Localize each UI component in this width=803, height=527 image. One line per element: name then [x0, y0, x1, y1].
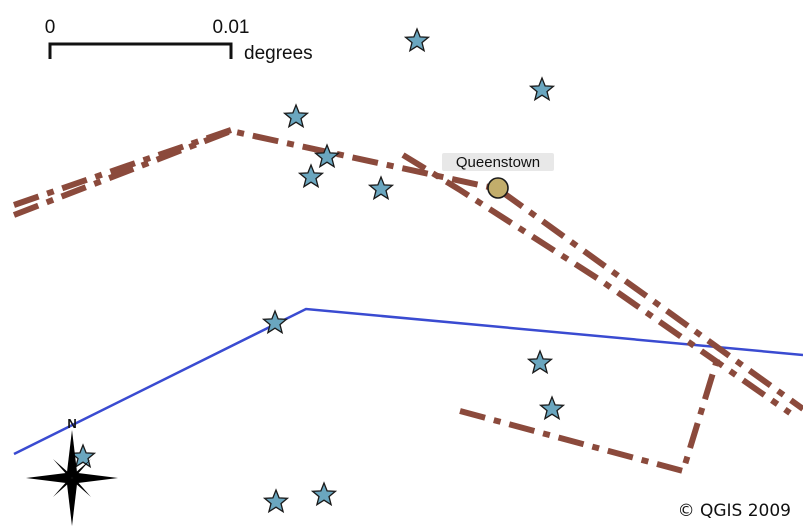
- road-northeast: [401, 152, 792, 416]
- compass-rose-icon: N: [26, 416, 118, 526]
- star-icon[interactable]: [529, 77, 555, 101]
- poi-stars: [70, 28, 565, 513]
- road-main: [12, 128, 803, 412]
- copyright-text: © QGIS 2009: [677, 501, 791, 521]
- star-icon[interactable]: [263, 489, 289, 513]
- scale-unit-label: degrees: [244, 43, 313, 64]
- scale-end-label: 0.01: [213, 17, 250, 38]
- star-icon[interactable]: [539, 396, 565, 420]
- star-icon[interactable]: [298, 164, 324, 188]
- roads-layer: [12, 127, 803, 474]
- star-icon[interactable]: [404, 28, 430, 52]
- road-upper-left: [13, 127, 232, 208]
- scale-bar-line: [48, 42, 233, 59]
- north-label: N: [67, 416, 76, 431]
- star-icon[interactable]: [368, 176, 394, 200]
- circle-point-icon[interactable]: [487, 177, 509, 199]
- scale-start-label: 0: [45, 17, 56, 38]
- star-icon[interactable]: [527, 350, 553, 374]
- town-label: Queenstown: [456, 154, 540, 171]
- star-icon[interactable]: [311, 482, 337, 506]
- river-line: [13, 307, 803, 456]
- road-south: [459, 349, 723, 474]
- scale-bar: 0 0.01 degrees: [45, 17, 313, 64]
- town-feature[interactable]: Queenstown: [442, 153, 554, 199]
- star-icon[interactable]: [283, 104, 309, 128]
- town-label-background: [442, 153, 554, 171]
